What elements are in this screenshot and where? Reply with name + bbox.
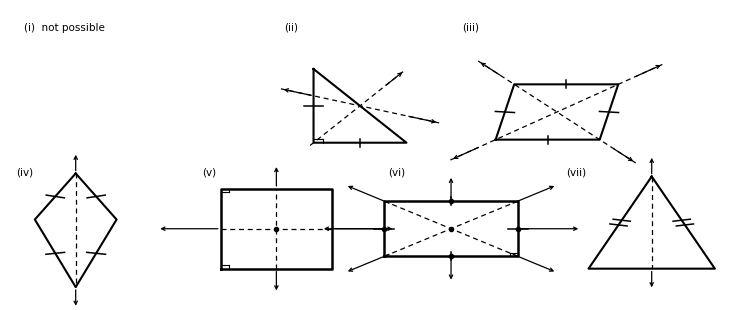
Text: (v): (v) — [202, 167, 216, 177]
Text: (iv): (iv) — [16, 167, 34, 177]
Text: (ii): (ii) — [283, 23, 298, 33]
Text: (i)  not possible: (i) not possible — [24, 23, 104, 33]
Text: (iii): (iii) — [463, 23, 479, 33]
Text: (vii): (vii) — [566, 167, 586, 177]
Text: (vi): (vi) — [388, 167, 405, 177]
